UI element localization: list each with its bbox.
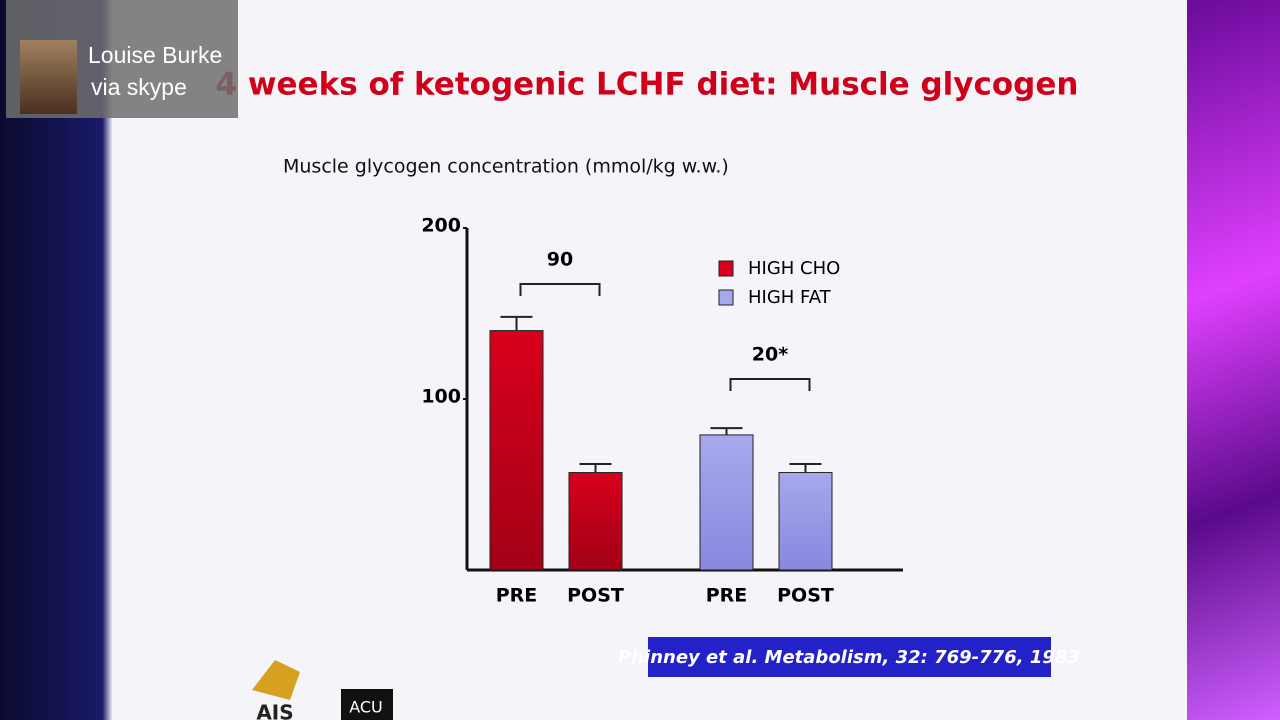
y-axis-label: Muscle glycogen concentration (mmol/kg w… bbox=[283, 156, 729, 178]
annotation: 90 bbox=[547, 249, 573, 271]
background-right bbox=[1187, 0, 1280, 720]
legend-swatch bbox=[718, 289, 734, 306]
citation: Phinney et al. Metabolism, 32: 769-776, … bbox=[618, 647, 1080, 668]
caller-name: Louise Burke bbox=[88, 42, 223, 68]
x-tick-label: POST bbox=[777, 585, 834, 607]
x-tick-label: PRE bbox=[706, 585, 748, 607]
video-overlay: Louise Burke via skype bbox=[6, 0, 238, 118]
logo-ais: AIS bbox=[256, 701, 293, 720]
annotation: 20* bbox=[752, 344, 788, 366]
legend-label: HIGH CHO bbox=[748, 258, 840, 279]
bar bbox=[568, 472, 623, 571]
legend-swatch bbox=[718, 260, 734, 277]
bracket bbox=[729, 378, 811, 391]
caller-via: via skype bbox=[91, 74, 187, 100]
error-bar bbox=[710, 427, 743, 435]
bar bbox=[778, 472, 833, 571]
x-tick-label: PRE bbox=[496, 585, 538, 607]
y-tick-label: 200 bbox=[421, 215, 461, 237]
error-bar bbox=[500, 315, 533, 331]
error-bar bbox=[579, 462, 612, 473]
legend-label: HIGH FAT bbox=[748, 287, 832, 308]
avatar bbox=[20, 40, 77, 114]
slide-title: 4 weeks of ketogenic LCHF diet: Muscle g… bbox=[216, 67, 1079, 103]
bracket bbox=[519, 283, 601, 296]
x-tick-label: POST bbox=[567, 585, 624, 607]
error-bar bbox=[789, 462, 822, 473]
ais-icon bbox=[252, 660, 300, 700]
y-tick-label: 100 bbox=[421, 386, 461, 408]
bar bbox=[489, 330, 544, 571]
acu-box bbox=[341, 689, 393, 720]
citation-box bbox=[648, 637, 1051, 677]
logo-acu: ACU bbox=[349, 698, 383, 717]
slide bbox=[112, 0, 1187, 720]
bar bbox=[699, 434, 754, 571]
